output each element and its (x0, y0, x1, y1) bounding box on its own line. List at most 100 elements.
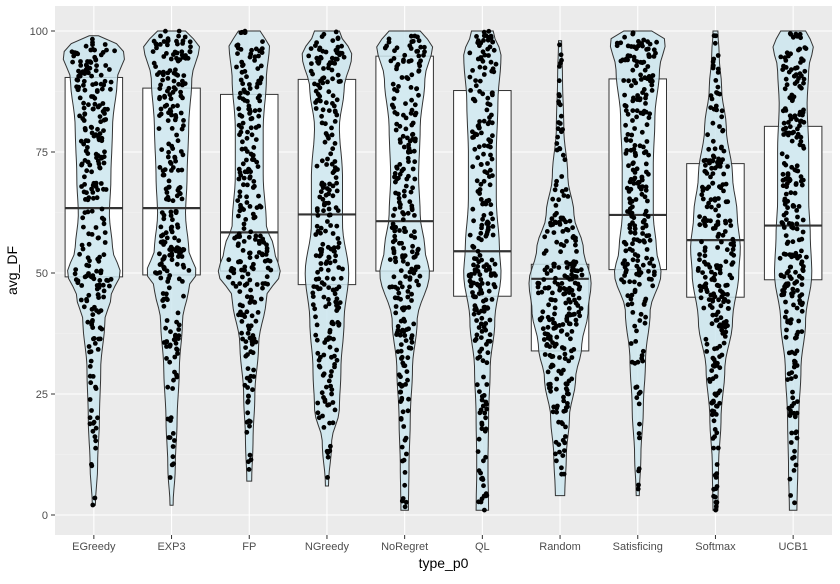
data-point (489, 257, 495, 263)
data-point (321, 294, 327, 300)
data-point (647, 41, 653, 47)
data-point (484, 107, 490, 113)
data-point (179, 167, 185, 173)
data-point (323, 261, 329, 266)
data-point (481, 118, 487, 124)
data-point (85, 59, 90, 64)
data-point (405, 289, 411, 294)
data-point (570, 225, 575, 231)
data-point (336, 79, 342, 84)
data-point (647, 260, 653, 266)
data-point (630, 204, 635, 210)
category-group (453, 28, 512, 513)
data-point (243, 345, 249, 350)
data-point (704, 204, 710, 210)
data-point (798, 118, 804, 124)
data-point (640, 348, 646, 354)
data-point (94, 283, 100, 288)
data-point (394, 332, 399, 337)
data-point (175, 222, 180, 228)
data-point (566, 306, 572, 311)
data-point (94, 63, 99, 68)
data-point (640, 184, 645, 190)
data-point (699, 192, 705, 198)
data-point (251, 179, 257, 184)
data-point (103, 187, 109, 192)
data-point (565, 227, 571, 233)
data-point (558, 249, 563, 255)
data-point (622, 103, 628, 108)
data-point (407, 269, 413, 275)
data-point (412, 159, 418, 165)
category-group (686, 30, 745, 513)
data-point (713, 374, 719, 379)
data-point (485, 46, 491, 52)
data-point (712, 271, 718, 277)
data-point (628, 147, 634, 153)
data-point (548, 384, 553, 390)
data-point (85, 319, 91, 325)
data-point (313, 232, 319, 237)
data-point (157, 251, 162, 257)
data-point (392, 48, 397, 54)
data-point (178, 110, 184, 116)
data-point (259, 251, 265, 257)
data-point (333, 175, 339, 181)
data-point (633, 197, 639, 202)
data-point (103, 63, 109, 68)
data-point (153, 270, 158, 275)
data-point (323, 49, 329, 55)
data-point (161, 172, 167, 178)
data-point (403, 338, 409, 343)
data-point (804, 254, 809, 260)
data-point (72, 271, 78, 277)
violin (62, 35, 125, 506)
data-point (105, 106, 110, 112)
data-point (475, 123, 481, 129)
data-point (246, 103, 252, 109)
data-point (334, 56, 340, 62)
data-point (793, 269, 798, 275)
data-point (93, 386, 99, 391)
data-point (643, 314, 648, 320)
data-point (316, 357, 322, 363)
data-point (788, 190, 794, 196)
data-point (98, 308, 104, 313)
data-point (392, 206, 398, 212)
data-point (483, 33, 489, 38)
data-point (474, 34, 479, 39)
data-point (164, 296, 169, 301)
data-point (626, 163, 631, 169)
data-point (640, 262, 646, 268)
data-point (707, 379, 713, 384)
data-point (783, 125, 789, 131)
data-point (713, 207, 718, 213)
data-point (486, 288, 492, 294)
data-point (558, 52, 564, 58)
data-point (81, 82, 86, 88)
data-point (243, 353, 249, 359)
data-point (793, 462, 799, 468)
data-point (794, 226, 800, 232)
data-point (176, 322, 182, 328)
data-point (800, 229, 806, 235)
data-point (641, 37, 647, 43)
data-point (391, 105, 396, 110)
data-point (477, 410, 483, 416)
data-point (242, 264, 248, 270)
data-point (326, 254, 332, 260)
data-point (170, 198, 176, 204)
data-point (178, 149, 184, 154)
data-point (483, 491, 489, 497)
data-point (157, 70, 162, 75)
data-point (709, 269, 714, 275)
data-point (226, 274, 232, 280)
data-point (545, 285, 551, 291)
data-point (248, 457, 254, 463)
data-point (478, 162, 484, 168)
data-point (484, 382, 490, 387)
data-point (257, 98, 263, 104)
data-point (92, 434, 98, 440)
data-point (226, 257, 232, 263)
